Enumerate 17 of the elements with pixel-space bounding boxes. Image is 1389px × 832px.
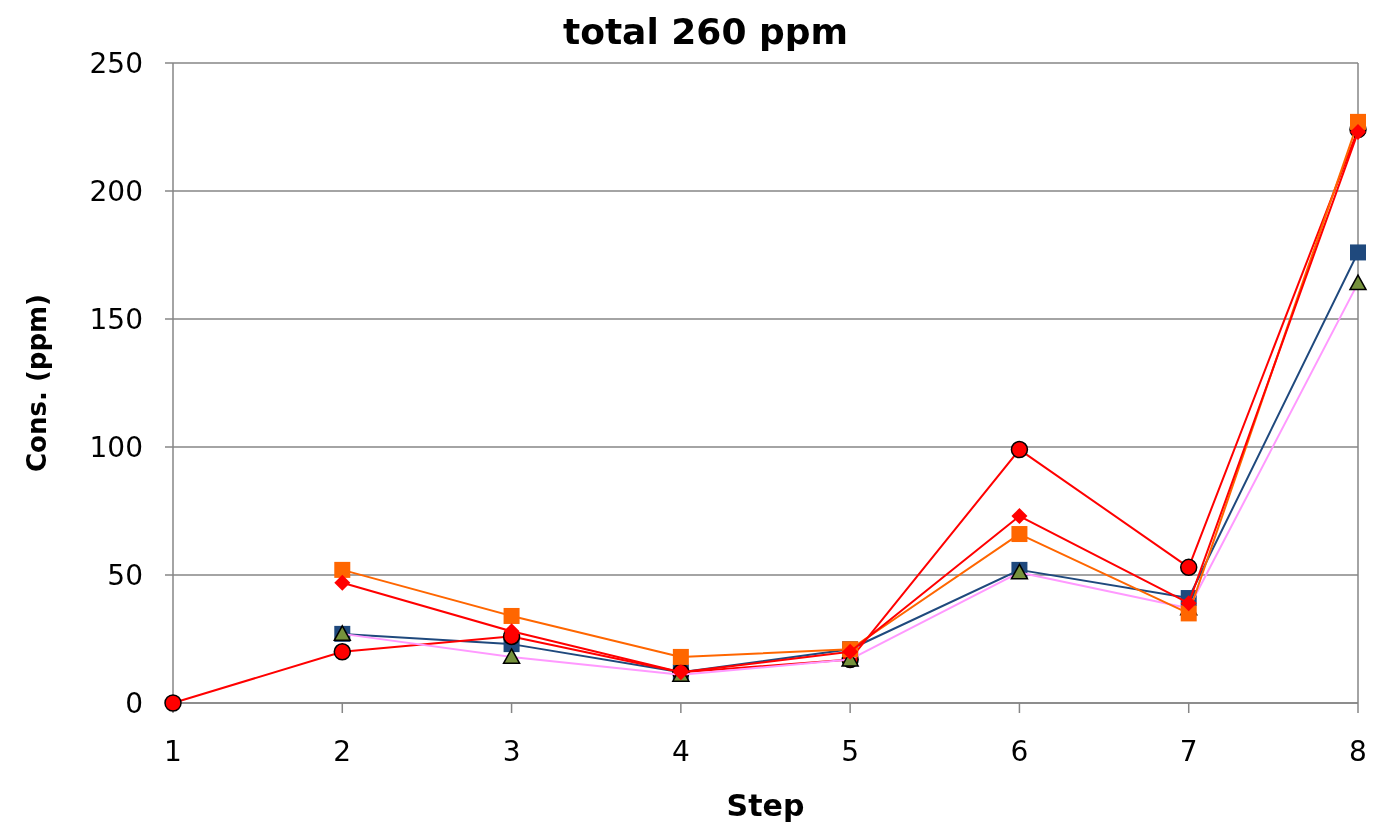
chart-title: total 260 ppm [562, 11, 849, 52]
y-tick-label: 200 [89, 174, 143, 208]
x-tick-label: 2 [333, 735, 352, 768]
x-tick-label: 1 [164, 735, 182, 768]
y-tick-label: 250 [89, 46, 143, 80]
x-axis-title: Step [726, 788, 805, 823]
y-tick-label: 150 [89, 302, 143, 336]
y-axis-title: Cons. (ppm) [22, 294, 52, 472]
y-tick-label: 50 [107, 558, 143, 592]
x-tick-label: 6 [1010, 735, 1029, 768]
x-tick-label: 4 [671, 735, 690, 768]
x-tick-label: 7 [1179, 735, 1198, 768]
x-tick-label: 5 [841, 735, 860, 768]
y-tick-label: 100 [89, 430, 143, 464]
y-tick-label: 0 [125, 686, 143, 720]
x-tick-label: 8 [1349, 735, 1367, 768]
x-tick-label: 3 [502, 735, 521, 768]
